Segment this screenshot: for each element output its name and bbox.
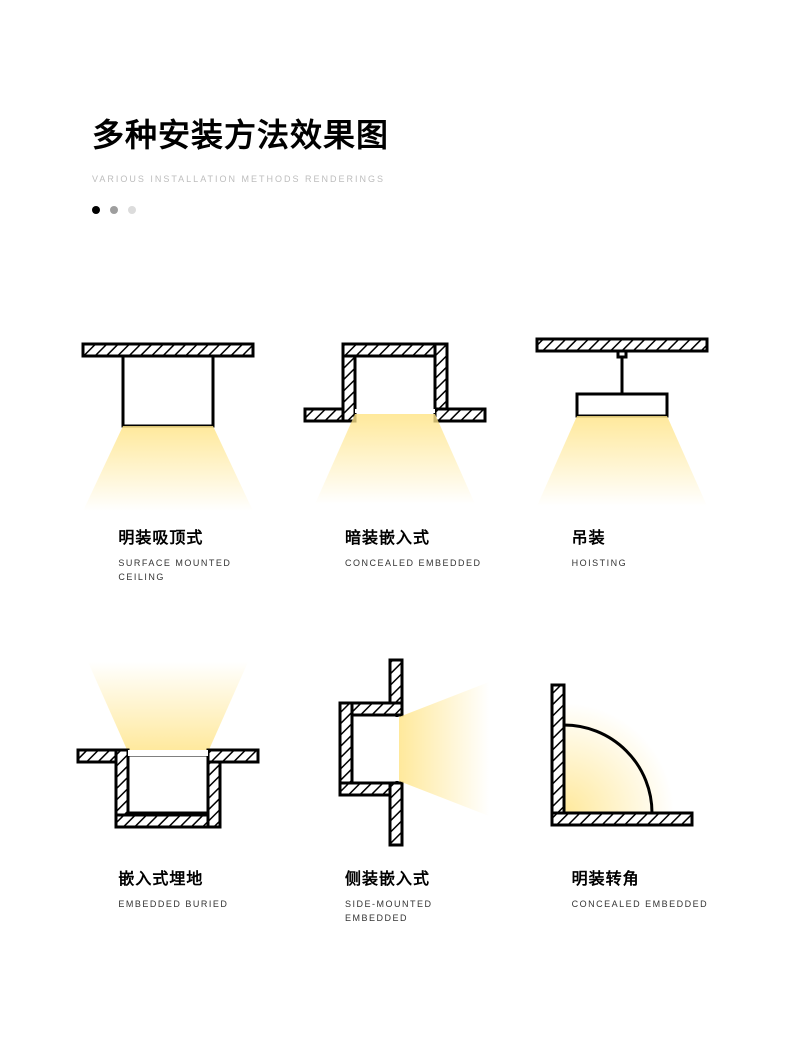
label-cn: 嵌入式埋地 (118, 865, 268, 889)
diagram-cell-side_embedded: 侧装嵌入式 SIDE-MOUNTEDEMBEDDED (287, 655, 504, 926)
label-cn: 明装吸顶式 (118, 524, 268, 548)
title-cn: 多种安装方法效果图 (92, 110, 790, 156)
labels: 吊装 HOISTING (522, 524, 722, 570)
diagram-hoisting (522, 314, 722, 514)
diagram-embedded_buried (68, 655, 268, 855)
diagram-corner (522, 655, 722, 855)
header: 多种安装方法效果图 VARIOUS INSTALLATION METHODS R… (0, 0, 790, 214)
label-cn: 明装转角 (572, 865, 722, 889)
dot-2 (128, 206, 136, 214)
diagram-cell-hoisting: 吊装 HOISTING (513, 314, 730, 585)
labels: 明装转角 CONCEALED EMBEDDED (522, 865, 722, 911)
label-cn: 暗装嵌入式 (345, 524, 495, 548)
diagram-side_embedded (295, 655, 495, 855)
label-en: EMBEDDED BURIED (118, 897, 268, 911)
diagram-cell-concealed_embedded: 暗装嵌入式 CONCEALED EMBEDDED (287, 314, 504, 585)
diagram-cell-surface_ceiling: 明装吸顶式 SURFACE MOUNTEDCEILING (60, 314, 277, 585)
label-en: SURFACE MOUNTEDCEILING (118, 556, 268, 585)
label-en: CONCEALED EMBEDDED (345, 556, 495, 570)
label-en: HOISTING (572, 556, 722, 570)
diagram-concealed_embedded (295, 314, 495, 514)
labels: 暗装嵌入式 CONCEALED EMBEDDED (295, 524, 495, 570)
diagram-surface_ceiling (68, 314, 268, 514)
label-cn: 吊装 (572, 524, 722, 548)
labels: 明装吸顶式 SURFACE MOUNTEDCEILING (68, 524, 268, 585)
dot-0 (92, 206, 100, 214)
label-cn: 侧装嵌入式 (345, 865, 495, 889)
labels: 侧装嵌入式 SIDE-MOUNTEDEMBEDDED (295, 865, 495, 926)
label-en: CONCEALED EMBEDDED (572, 897, 722, 911)
label-en: SIDE-MOUNTEDEMBEDDED (345, 897, 495, 926)
diagram-grid: 明装吸顶式 SURFACE MOUNTEDCEILING 暗装嵌入式 CONCEAL… (0, 214, 790, 926)
dot-1 (110, 206, 118, 214)
labels: 嵌入式埋地 EMBEDDED BURIED (68, 865, 268, 911)
title-en: VARIOUS INSTALLATION METHODS RENDERINGS (92, 174, 790, 184)
diagram-cell-embedded_buried: 嵌入式埋地 EMBEDDED BURIED (60, 655, 277, 926)
diagram-cell-corner: 明装转角 CONCEALED EMBEDDED (513, 655, 730, 926)
indicator-dots (92, 206, 790, 214)
